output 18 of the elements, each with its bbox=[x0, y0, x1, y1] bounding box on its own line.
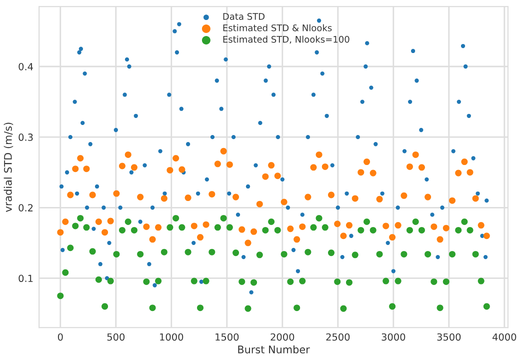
y-axis-title: vradial STD (m/s) bbox=[4, 122, 14, 212]
y-tick-label: 0.4 bbox=[18, 62, 33, 70]
x-tick-label: 3500 bbox=[437, 333, 461, 341]
x-tick-label: 2000 bbox=[270, 333, 294, 341]
y-tick-label: 0.1 bbox=[18, 274, 33, 282]
x-tick-label: 1500 bbox=[216, 333, 239, 341]
x-axis-title: Burst Number bbox=[238, 345, 310, 354]
x-tick-label: 4000 bbox=[492, 333, 516, 341]
x-tick-label: 2500 bbox=[326, 333, 350, 341]
x-tick-label: 0 bbox=[58, 333, 63, 341]
legend-label: Data STD bbox=[223, 12, 265, 20]
legend-label: Estimated STD & Nlooks bbox=[223, 24, 332, 32]
y-tick-label: 0.3 bbox=[18, 134, 33, 141]
x-tick-label: 500 bbox=[107, 333, 125, 341]
y-tick-label: 0.2 bbox=[18, 204, 33, 212]
x-tick-label: 1000 bbox=[160, 333, 184, 341]
legend-label: Estimated STD, Nlooks=100 bbox=[223, 36, 350, 44]
x-tick-label: 3000 bbox=[382, 333, 406, 341]
